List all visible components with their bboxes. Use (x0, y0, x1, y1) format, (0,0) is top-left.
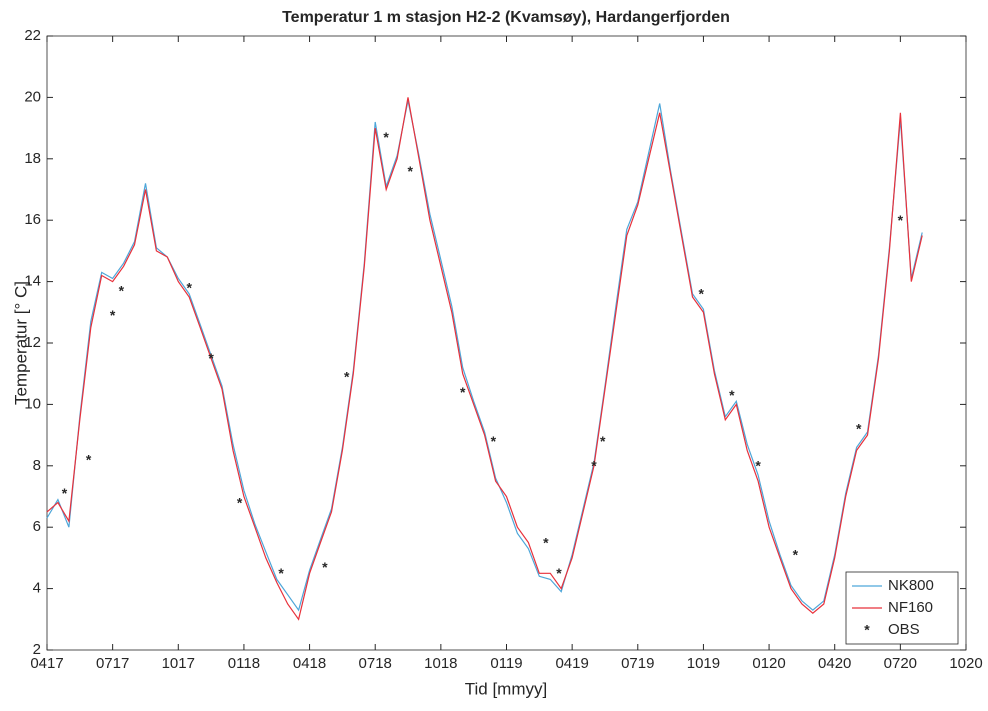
obs-point: * (591, 458, 597, 474)
obs-point: * (186, 279, 192, 295)
x-tick-label: 0417 (30, 655, 63, 672)
x-tick-label: 0719 (621, 655, 654, 672)
x-tick-label: 0720 (884, 655, 917, 672)
x-tick-label: 0118 (228, 655, 260, 672)
obs-point: * (556, 565, 562, 581)
obs-point: * (460, 384, 466, 400)
legend: NK800 NF160 * OBS (845, 571, 959, 645)
x-tick-label: 1020 (949, 655, 982, 672)
obs-point: * (86, 451, 92, 467)
x-tick-label: 0120 (752, 655, 785, 672)
obs-point: * (208, 350, 214, 366)
obs-point: * (699, 286, 705, 302)
x-tick-label: 0119 (490, 655, 522, 672)
obs-point: * (729, 387, 735, 403)
plot-area (46, 35, 967, 651)
y-tick-label: 12 (24, 334, 41, 351)
x-tick-label: 0418 (293, 655, 326, 672)
y-tick-label: 6 (33, 518, 41, 535)
line-series (46, 100, 923, 612)
obs-point: * (793, 547, 799, 563)
x-tick-label: 0419 (555, 655, 588, 672)
legend-swatch: * (864, 622, 870, 638)
y-tick-label: 10 (24, 395, 41, 412)
obs-point: * (119, 283, 125, 299)
y-axis-label: Temperatur [° C] (11, 281, 30, 405)
y-tick-label: 4 (33, 580, 41, 597)
obs-point: * (62, 485, 68, 501)
obs-point: * (344, 368, 350, 384)
obs-point: * (322, 559, 328, 575)
obs-point: * (898, 212, 904, 228)
y-tick-label: 8 (33, 457, 41, 474)
legend-label: NK800 (888, 577, 934, 594)
obs-point: * (491, 433, 497, 449)
obs-point: * (237, 494, 243, 510)
obs-point: * (755, 458, 761, 474)
x-tick-label: 0717 (96, 655, 129, 672)
y-tick-label: 2 (33, 641, 41, 658)
line-series (46, 97, 923, 621)
x-tick-label: 1018 (424, 655, 457, 672)
y-tick-label: 18 (24, 150, 41, 167)
x-tick-label: 0718 (359, 655, 392, 672)
x-tick-label: 1017 (162, 655, 195, 672)
obs-point: * (278, 565, 284, 581)
y-tick-label: 16 (24, 211, 41, 228)
obs-point: * (856, 421, 862, 437)
legend-label: OBS (888, 621, 920, 638)
y-tick-label: 14 (24, 273, 41, 290)
x-tick-label: 0420 (818, 655, 851, 672)
legend-label: NF160 (888, 599, 933, 616)
y-tick-label: 22 (24, 27, 41, 44)
x-axis-label: Tid [mmyy] (465, 679, 547, 698)
obs-point: * (600, 433, 606, 449)
obs-point: * (543, 534, 549, 550)
obs-point: * (110, 307, 116, 323)
obs-point: * (407, 163, 413, 179)
x-tick-label: 1019 (687, 655, 720, 672)
chart-title: Temperatur 1 m stasjon H2-2 (Kvamsøy), H… (282, 9, 730, 26)
y-tick-label: 20 (24, 88, 41, 105)
obs-point: * (383, 129, 389, 145)
